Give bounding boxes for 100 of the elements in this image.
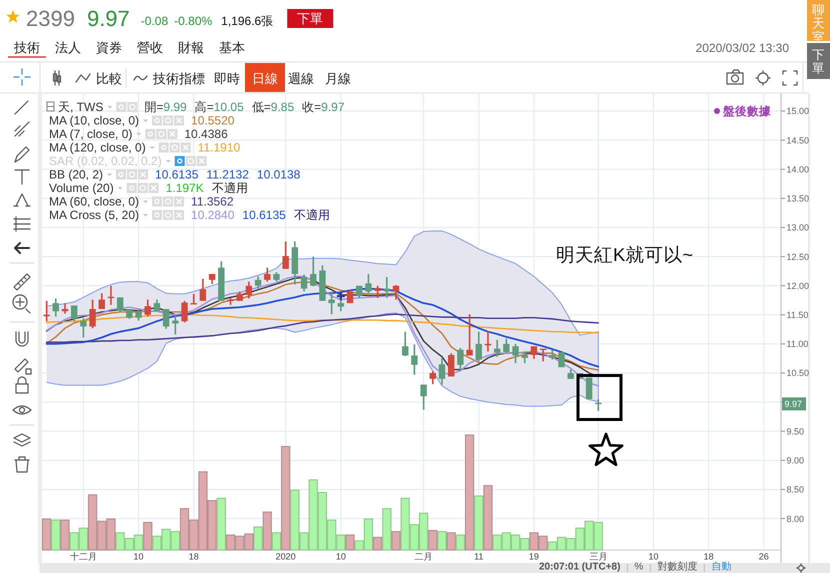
bar [60,520,70,550]
annotation: Volume (20) [49,181,114,195]
text: -0.80% [174,14,212,28]
text: 月線 [325,71,351,86]
line-series [46,314,599,334]
text: 對數刻度 [657,560,698,572]
y-tick-label: 14.50 [786,135,810,146]
annotation: 11.3562 [191,194,234,208]
bar [272,532,282,550]
y-tick-label: 9.50 [786,426,804,436]
annotation: 10.6135 [242,208,286,222]
annotation: BB (20, 2) [49,168,104,182]
text: 技術指標 [152,71,205,86]
text: 營收 [137,40,163,55]
text: 週線 [288,71,314,86]
annotation: 10.5520 [191,114,235,128]
annotation: 10.2840 [191,208,235,222]
text: -0.08 [140,14,168,28]
text: 9.97 [86,6,130,31]
annotation: 開=9.99 [144,100,188,114]
annotation: 10.6135 [155,168,199,182]
annotation: 9.97 [784,399,802,410]
bar [281,446,290,550]
annotation: MA Cross (5, 20) [49,208,140,222]
annotation: 明天紅K就可以~ [556,244,694,265]
x-tick-label: 18 [188,552,199,562]
bar [216,498,226,550]
annotation: MA (10, close, 0) [49,114,140,128]
text: 收= [302,100,322,114]
y-tick-label: 14.00 [786,164,810,174]
annotation: 盤後數據 [722,104,772,118]
x-tick-label: 26 [758,552,769,562]
text: 20:07:01 (UTC+8) [539,562,620,572]
annotation: 不適用 [294,208,330,222]
bar [474,495,484,550]
candlestick [62,303,68,314]
text: 2020/03/02 13:30 [696,41,790,55]
text: 法人 [55,40,81,55]
text: 日線 [252,71,278,86]
text: 財報 [178,40,204,55]
y-tick-label: 8.50 [786,484,804,495]
candlestick [190,294,197,305]
x-tick-label: 二月 [414,552,433,562]
bar [391,531,401,550]
annotation: 11.1910 [198,140,241,154]
candlestick [227,298,234,305]
annotation: MA (7, close, 0) [49,127,132,141]
candlestick [540,348,546,362]
text: 技術 [13,40,40,55]
y-tick-label: 8.00 [786,514,804,524]
annotation: MA (120, close, 0) [49,140,146,154]
y-tick-label: 11.50 [786,310,808,320]
candlestick [484,331,492,352]
bar [483,485,493,550]
text: 基本 [219,40,245,55]
bar [51,520,60,550]
text: 比較 [96,71,122,86]
text: 下單 [812,48,825,76]
annotation: 1.197K [166,181,204,195]
text: 1,196.6張 [221,14,274,28]
bar [373,536,382,550]
y-tick-label: 12.50 [786,252,810,262]
annotation: 10.4386 [184,127,228,141]
annotation: 9.97 [321,100,345,114]
y-tick-label: 12.00 [786,280,810,291]
x-tick-label: 三月 [589,552,608,562]
annotation: 天, TWS [58,100,104,114]
bar [42,518,52,550]
x-tick-label: 11 [474,552,484,562]
text: % [634,562,644,572]
text: 自動 [711,560,732,572]
bar [143,522,152,550]
x-tick-label: 18 [704,552,714,562]
x-tick-label: 十二月 [70,552,97,562]
annotation: 11.2132 [206,168,250,182]
bar [345,534,355,550]
x-tick-label: 2020 [276,552,296,562]
bar [428,530,438,550]
line-series [46,314,599,343]
x-tick-label: 19 [528,552,539,562]
bar [437,531,447,550]
y-tick-label: 10.50 [786,368,810,378]
text: 下單 [297,11,324,26]
x-tick-label: 10 [134,552,144,562]
bar [382,508,392,550]
y-tick-label: 11.00 [786,339,808,350]
annotation: 不適用 [212,181,248,195]
bar [253,526,263,550]
annotation: MA (60, close, 0) [49,194,140,208]
annotation: 高=10.05 [194,100,244,114]
y-tick-label: 9.00 [786,456,804,466]
y-tick-label: 13.50 [786,194,810,204]
text: 資券 [96,40,122,55]
text: 2399 [26,6,75,31]
y-tick-label: 13.00 [786,222,810,233]
bar [262,512,272,550]
candlestick [108,286,114,305]
x-tick-label: 10 [336,552,346,562]
bar [464,434,474,550]
candlestick [595,399,602,411]
